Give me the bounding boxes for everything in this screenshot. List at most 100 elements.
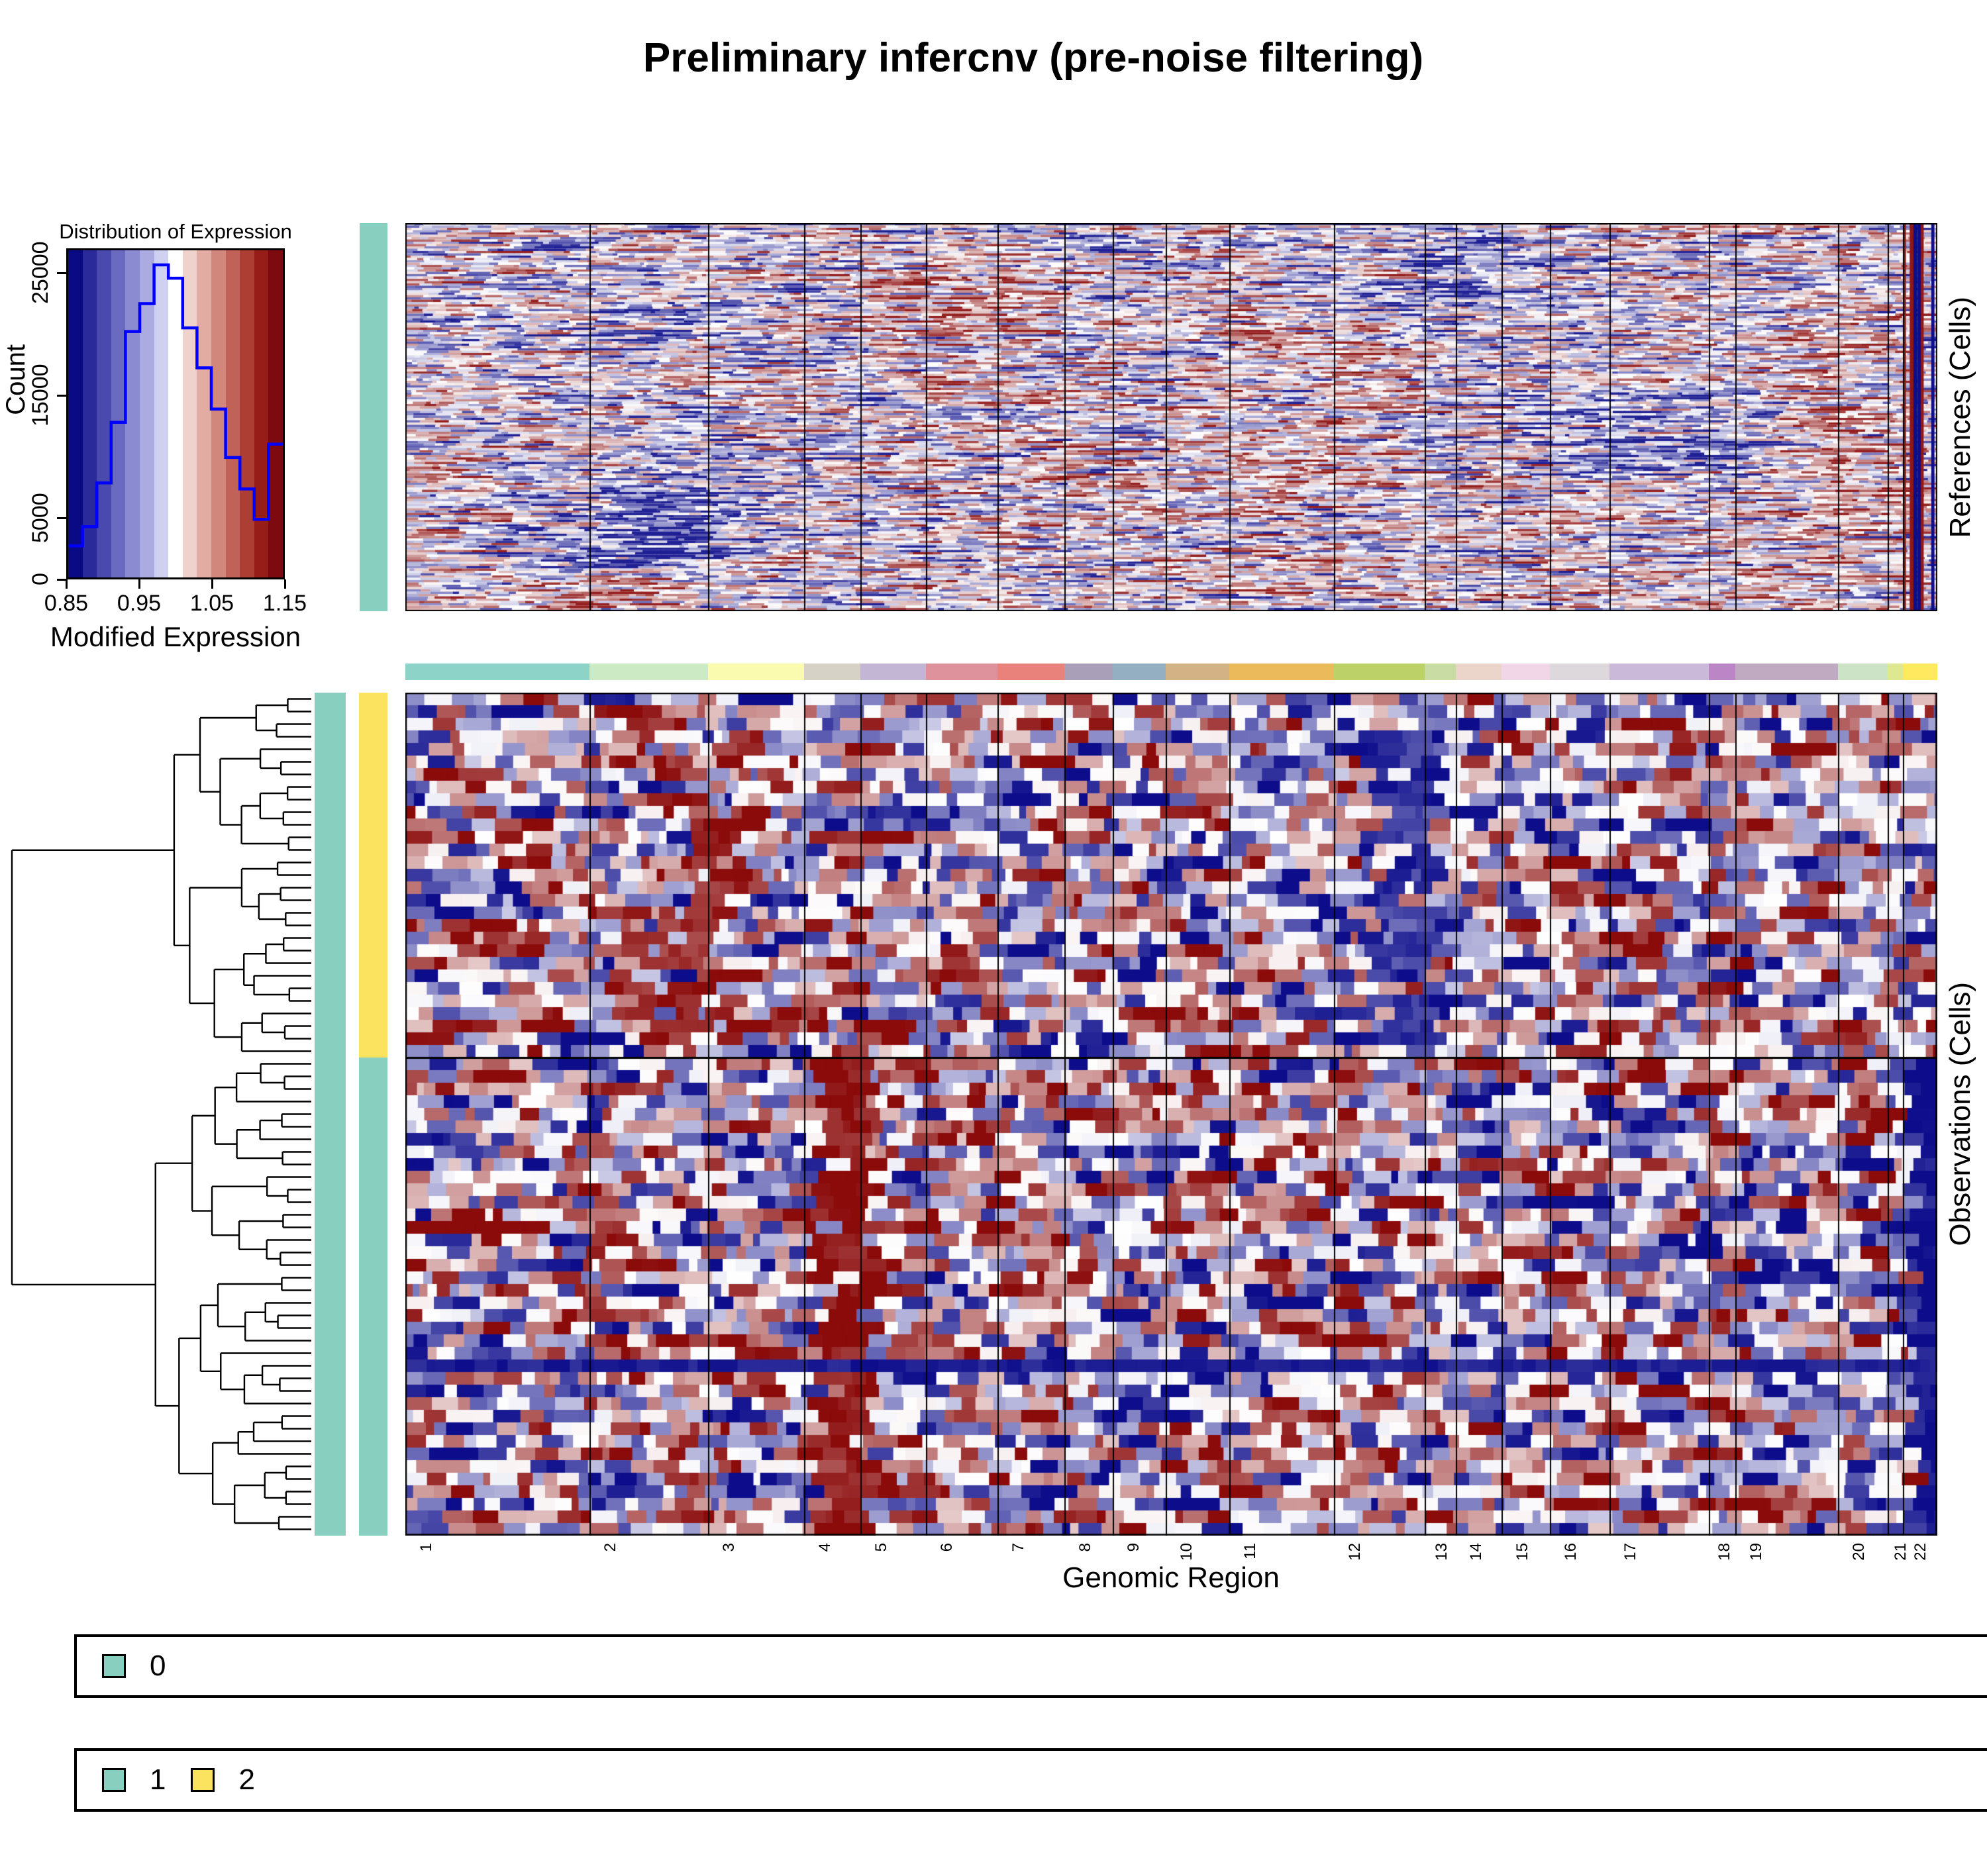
chromosome-segment-10 bbox=[1166, 664, 1229, 680]
chromosome-label-17: 17 bbox=[1621, 1543, 1639, 1561]
y-tick bbox=[57, 517, 66, 520]
x-tick bbox=[66, 579, 68, 589]
legend-label: 1 bbox=[150, 1763, 166, 1796]
chromosome-segment-18 bbox=[1709, 664, 1735, 680]
reference-groups-legend: 0 bbox=[74, 1634, 1987, 1698]
legend-label: 2 bbox=[238, 1763, 255, 1796]
references-group-sidebar bbox=[360, 223, 387, 611]
row-dendrogram bbox=[11, 698, 311, 1530]
gradient-band bbox=[182, 250, 197, 577]
chromosome-segment-11 bbox=[1229, 664, 1334, 680]
legend-swatch bbox=[102, 1768, 126, 1792]
gradient-band bbox=[268, 250, 283, 577]
gradient-band bbox=[111, 250, 126, 577]
gradient-band bbox=[97, 250, 111, 577]
chromosome-segment-21 bbox=[1888, 664, 1903, 680]
count-axis-label: Count bbox=[1, 344, 30, 415]
chromosome-segment-7 bbox=[997, 664, 1064, 680]
chromosome-segment-4 bbox=[804, 664, 860, 680]
gradient-band bbox=[139, 250, 154, 577]
chromosome-label-14: 14 bbox=[1467, 1543, 1486, 1561]
chromosome-label-16: 16 bbox=[1562, 1543, 1580, 1561]
legend-item-0: 0 bbox=[102, 1650, 166, 1683]
chromosome-segment-3 bbox=[708, 664, 804, 680]
gradient-band bbox=[211, 250, 226, 577]
genomic-region-axis-label: Genomic Region bbox=[1062, 1561, 1280, 1594]
chromosome-segment-9 bbox=[1113, 664, 1166, 680]
chromosome-label-15: 15 bbox=[1513, 1543, 1531, 1561]
y-tick-label: 5000 bbox=[28, 493, 53, 544]
chromosome-segment-5 bbox=[860, 664, 926, 680]
y-tick bbox=[57, 579, 66, 581]
x-tick bbox=[211, 579, 213, 589]
gradient-band bbox=[225, 250, 240, 577]
expression-histogram-line bbox=[68, 263, 283, 548]
legend-swatch bbox=[191, 1768, 215, 1792]
chromosome-segment-16 bbox=[1550, 664, 1609, 680]
observations-axis-title: Observations (Cells) bbox=[1944, 982, 1976, 1246]
chromosome-segment-2 bbox=[589, 664, 708, 680]
gradient-band bbox=[240, 250, 254, 577]
gradient-band bbox=[154, 250, 169, 577]
chromosome-label-7: 7 bbox=[1009, 1543, 1027, 1552]
x-tick bbox=[138, 579, 140, 589]
chromosome-label-9: 9 bbox=[1125, 1543, 1143, 1552]
chromosome-label-2: 2 bbox=[601, 1543, 619, 1552]
chromosome-label-18: 18 bbox=[1715, 1543, 1733, 1561]
chromosome-label-13: 13 bbox=[1432, 1543, 1451, 1561]
chromosome-label-22: 22 bbox=[1911, 1543, 1929, 1561]
chromosome-label-8: 8 bbox=[1076, 1543, 1094, 1552]
chromosome-segment-6 bbox=[926, 664, 997, 680]
observations-subcluster-sidebar-1 bbox=[359, 1058, 387, 1536]
expression-legend-title: Distribution of Expression bbox=[59, 220, 292, 243]
chromosome-segment-20 bbox=[1838, 664, 1888, 680]
chromosome-label-21: 21 bbox=[1891, 1543, 1910, 1561]
chromosome-segment-14 bbox=[1456, 664, 1502, 680]
chromosome-label-1: 1 bbox=[417, 1543, 435, 1552]
expression-color-gradient bbox=[68, 250, 283, 577]
chromosome-label-4: 4 bbox=[816, 1543, 834, 1552]
chromosome-label-10: 10 bbox=[1178, 1543, 1196, 1561]
chromosome-segment-17 bbox=[1609, 664, 1709, 680]
chromosome-label-5: 5 bbox=[872, 1543, 890, 1552]
legend-item-1: 1 bbox=[102, 1763, 166, 1797]
y-tick-label: 15000 bbox=[28, 364, 53, 427]
references-axis-title: References (Cells) bbox=[1944, 296, 1976, 538]
chromosome-segment-22 bbox=[1903, 664, 1937, 680]
modified-expression-axis-label: Modified Expression bbox=[50, 621, 301, 652]
observations-subcluster-sidebar-2 bbox=[359, 693, 387, 1058]
gradient-band bbox=[168, 250, 183, 577]
x-tick bbox=[284, 579, 286, 589]
legend-swatch bbox=[102, 1654, 126, 1678]
x-tick-label: 0.85 bbox=[44, 591, 89, 616]
x-tick-label: 1.05 bbox=[189, 591, 234, 616]
gradient-band bbox=[82, 250, 97, 577]
chromosome-color-bar bbox=[405, 664, 1937, 680]
expression-distribution-plot bbox=[66, 248, 285, 579]
chromosome-segment-8 bbox=[1064, 664, 1113, 680]
chromosome-segment-19 bbox=[1735, 664, 1838, 680]
x-tick-label: 0.95 bbox=[117, 591, 162, 616]
y-tick bbox=[57, 272, 66, 275]
chromosome-label-11: 11 bbox=[1241, 1543, 1259, 1559]
gradient-band bbox=[68, 250, 83, 577]
gradient-band bbox=[197, 250, 211, 577]
chromosome-segment-15 bbox=[1502, 664, 1550, 680]
y-tick-label: 25000 bbox=[28, 241, 53, 305]
chromosome-label-3: 3 bbox=[720, 1543, 738, 1552]
chromosome-label-12: 12 bbox=[1346, 1543, 1364, 1561]
chromosome-segment-12 bbox=[1334, 664, 1425, 680]
gradient-band bbox=[254, 250, 269, 577]
legend-item-2: 2 bbox=[191, 1763, 255, 1797]
references-heatmap bbox=[405, 223, 1937, 611]
chromosome-label-19: 19 bbox=[1747, 1543, 1765, 1561]
chromosome-segment-13 bbox=[1425, 664, 1456, 680]
chromosome-segment-1 bbox=[405, 664, 589, 680]
chromosome-label-6: 6 bbox=[938, 1543, 956, 1552]
legend-label: 0 bbox=[150, 1650, 166, 1682]
observations-heatmap bbox=[405, 693, 1937, 1536]
x-tick-label: 1.15 bbox=[262, 591, 307, 616]
observations-group-sidebar bbox=[315, 693, 346, 1536]
chromosome-label-20: 20 bbox=[1850, 1543, 1868, 1561]
